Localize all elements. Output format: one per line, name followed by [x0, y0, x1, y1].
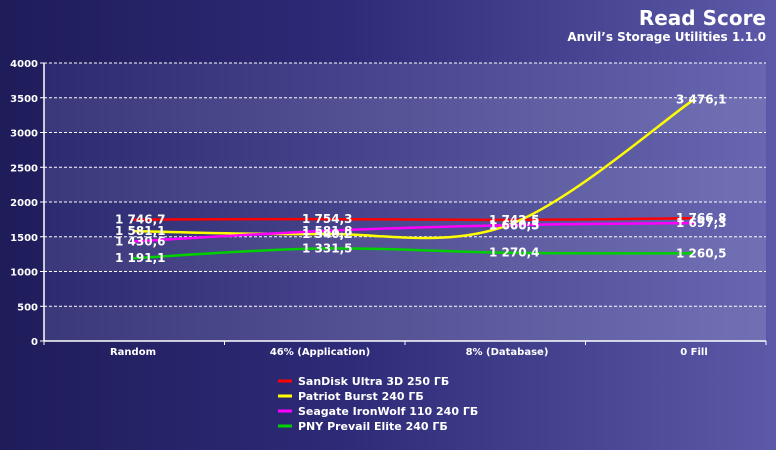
chart-subtitle: Anvil’s Storage Utilities 1.1.0 — [567, 30, 766, 44]
data-label: 1 540,2 — [302, 227, 352, 241]
series-line-seagate-ironwolf-110-240 — [132, 221, 695, 243]
y-tick-label: 2500 — [10, 163, 38, 174]
x-tick-label: Random — [110, 347, 156, 358]
y-tick-label: 3500 — [10, 94, 38, 105]
x-tick-label: 0 Fill — [680, 347, 708, 358]
data-label: 1 746,7 — [115, 213, 165, 227]
data-label: 1 742,5 — [489, 213, 539, 227]
y-tick-label: 500 — [17, 302, 38, 313]
y-tick-label: 3000 — [10, 129, 38, 140]
y-tick-label: 4000 — [10, 59, 38, 70]
y-tick-label: 1000 — [10, 268, 38, 279]
legend-entry: SanDisk Ultra 3D 250 ГБ — [298, 375, 449, 388]
chart-title: Read Score — [639, 6, 766, 30]
data-label: 1 697,3 — [676, 216, 726, 230]
series-line-sandisk-ultra-3d-250 — [132, 216, 695, 222]
grid-band — [44, 306, 766, 341]
data-label: 3 476,1 — [676, 92, 726, 106]
data-label: 1 666,3 — [489, 218, 539, 232]
data-label: 1 766,8 — [676, 211, 726, 225]
data-label: 1 331,5 — [302, 241, 352, 255]
legend-entry: PNY Prevail Elite 240 ГБ — [298, 420, 448, 433]
legend-entry: Patriot Burst 240 ГБ — [298, 390, 424, 403]
y-tick-label: 2000 — [10, 198, 38, 209]
y-tick-label: 1500 — [10, 233, 38, 244]
data-label: 1 660,5 — [489, 219, 539, 233]
data-label: 1 430,6 — [115, 235, 165, 249]
data-label: 1 260,5 — [676, 246, 726, 260]
x-tick-label: 46% (Application) — [270, 347, 370, 358]
y-tick-label: 0 — [31, 337, 38, 348]
data-label: 1 581,1 — [115, 224, 165, 238]
grid-band — [44, 167, 766, 202]
x-tick-label: 8% (Database) — [466, 347, 549, 358]
data-label: 1 191,1 — [115, 251, 165, 265]
series-line-pny-prevail-elite-240 — [132, 247, 695, 260]
data-label: 1 581,8 — [302, 224, 352, 238]
legend-entry: Seagate IronWolf 110 240 ГБ — [298, 405, 478, 418]
series-line-patriot-burst-240 — [132, 98, 695, 240]
data-label: 1 270,4 — [489, 246, 539, 260]
data-label: 1 754,3 — [302, 212, 352, 226]
grid-band — [44, 97, 766, 133]
